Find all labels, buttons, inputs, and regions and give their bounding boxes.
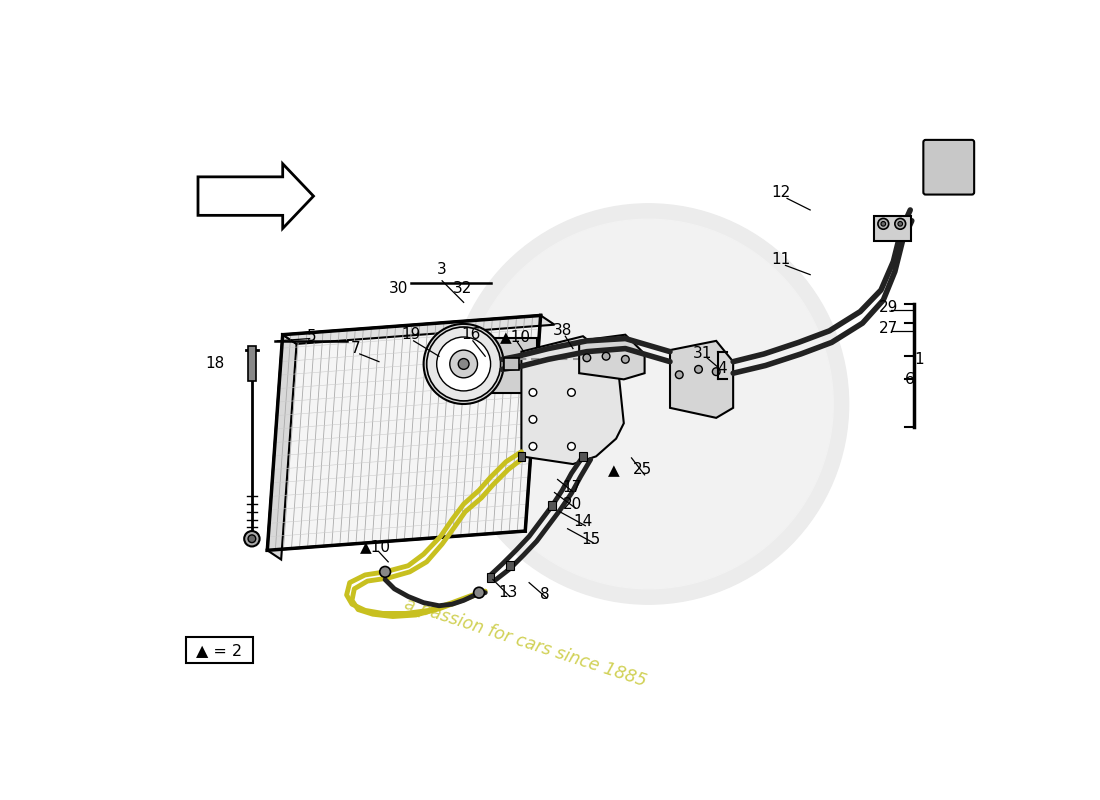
- Circle shape: [450, 350, 477, 378]
- Text: 12: 12: [771, 185, 791, 200]
- Circle shape: [881, 222, 886, 226]
- Polygon shape: [198, 164, 314, 229]
- Circle shape: [464, 219, 834, 589]
- Circle shape: [621, 355, 629, 363]
- Bar: [486, 573, 495, 582]
- Text: 25: 25: [632, 462, 652, 477]
- Polygon shape: [670, 341, 733, 418]
- Bar: [517, 452, 526, 461]
- Text: 13: 13: [498, 585, 517, 600]
- Text: 3: 3: [437, 262, 447, 277]
- Text: 30: 30: [388, 281, 408, 296]
- Bar: [874, 216, 911, 241]
- Text: 14: 14: [573, 514, 593, 530]
- Text: ▲10: ▲10: [499, 330, 530, 345]
- Text: 4: 4: [717, 361, 726, 376]
- Text: 16: 16: [462, 327, 481, 342]
- Circle shape: [379, 566, 390, 578]
- Bar: [504, 358, 519, 370]
- Text: 20: 20: [563, 497, 583, 512]
- Circle shape: [437, 337, 491, 391]
- Circle shape: [878, 218, 889, 230]
- Polygon shape: [521, 336, 624, 464]
- Text: 1: 1: [915, 352, 924, 367]
- Text: ▲ = 2: ▲ = 2: [197, 643, 243, 658]
- Circle shape: [695, 366, 703, 373]
- Circle shape: [898, 222, 902, 226]
- Text: 29: 29: [879, 300, 899, 315]
- Circle shape: [427, 327, 500, 401]
- Circle shape: [529, 389, 537, 396]
- Text: 31: 31: [693, 346, 712, 361]
- Text: 6: 6: [905, 372, 915, 387]
- Text: 5: 5: [307, 329, 316, 344]
- Bar: [548, 501, 557, 510]
- Text: 17: 17: [562, 480, 581, 494]
- Text: ▲: ▲: [608, 462, 619, 478]
- Polygon shape: [267, 315, 541, 550]
- Bar: [506, 561, 514, 570]
- FancyBboxPatch shape: [923, 140, 975, 194]
- Text: 19: 19: [402, 327, 421, 342]
- Text: 18: 18: [206, 357, 224, 371]
- Circle shape: [529, 442, 537, 450]
- Circle shape: [675, 371, 683, 378]
- FancyBboxPatch shape: [186, 638, 253, 663]
- Bar: [480, 338, 537, 394]
- Circle shape: [603, 353, 609, 360]
- Text: 8: 8: [540, 587, 549, 602]
- Bar: [580, 452, 587, 461]
- Text: 38: 38: [552, 323, 572, 338]
- Circle shape: [244, 531, 260, 546]
- Circle shape: [568, 442, 575, 450]
- Circle shape: [449, 204, 849, 604]
- Text: 27: 27: [879, 321, 899, 336]
- Circle shape: [474, 587, 484, 598]
- Circle shape: [529, 415, 537, 423]
- Text: 15: 15: [581, 532, 601, 547]
- Text: 7: 7: [351, 341, 361, 356]
- Circle shape: [713, 368, 721, 375]
- Text: ▲10: ▲10: [360, 539, 390, 554]
- Circle shape: [894, 218, 905, 230]
- Polygon shape: [267, 334, 297, 559]
- Circle shape: [459, 358, 469, 370]
- Polygon shape: [580, 334, 645, 379]
- Circle shape: [583, 354, 591, 362]
- Text: 32: 32: [452, 281, 472, 296]
- Polygon shape: [283, 315, 554, 344]
- Text: 11: 11: [771, 252, 791, 266]
- Circle shape: [249, 535, 255, 542]
- Circle shape: [424, 324, 504, 404]
- Text: a passion for cars since 1885: a passion for cars since 1885: [402, 595, 649, 690]
- Bar: [249, 346, 255, 381]
- Circle shape: [568, 389, 575, 396]
